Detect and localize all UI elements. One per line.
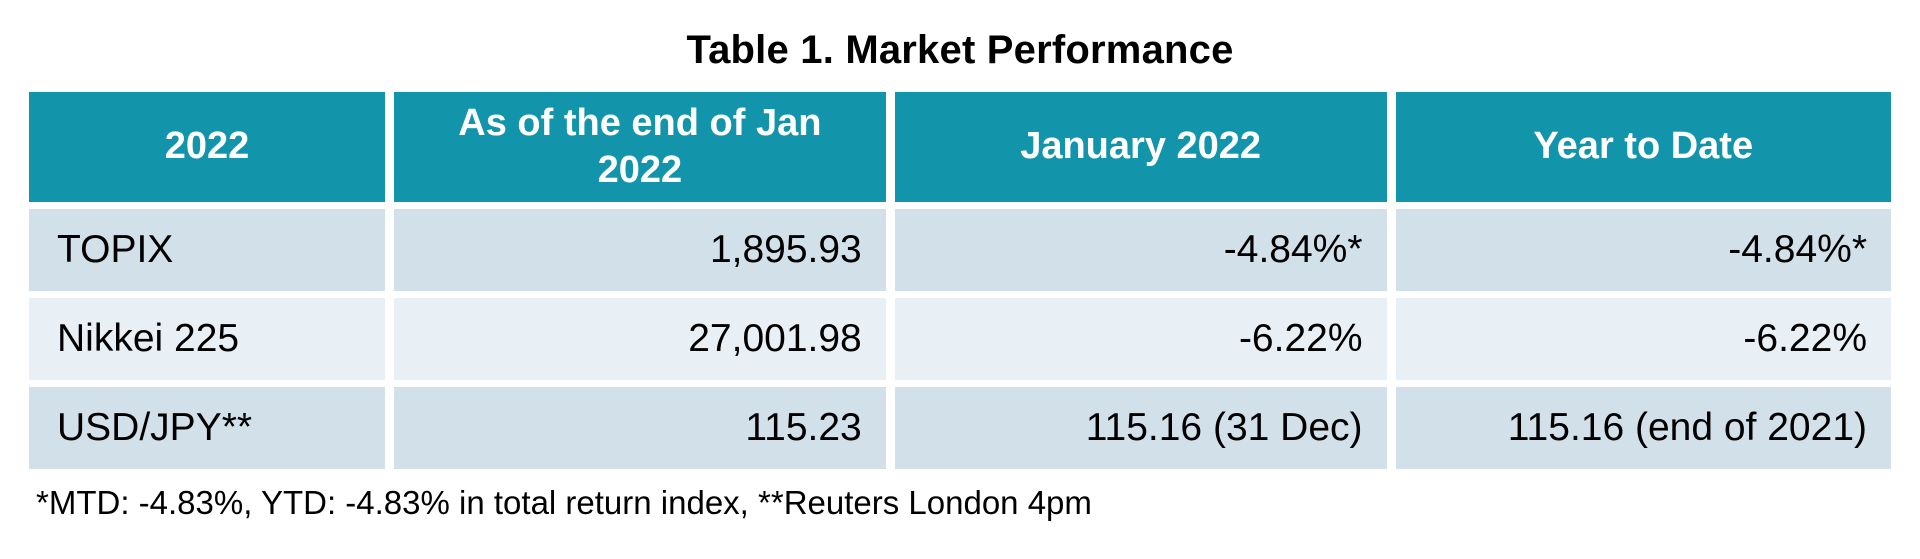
value-cell: -4.84%*	[894, 209, 1387, 291]
value-cell: -6.22%	[894, 298, 1387, 380]
column-header-year: 2022	[29, 92, 385, 202]
value-cell: 1,895.93	[393, 209, 886, 291]
column-header-year-to-date: Year to Date	[1395, 92, 1891, 202]
value-cell: 115.23	[393, 387, 886, 469]
value-cell: -4.84%*	[1395, 209, 1891, 291]
value-cell: 115.16 (31 Dec)	[894, 387, 1387, 469]
header-row: 2022 As of the end of Jan 2022 January 2…	[29, 92, 1891, 202]
table-row-topix: TOPIX 1,895.93 -4.84%* -4.84%*	[29, 209, 1891, 291]
row-label-cell: Nikkei 225	[29, 298, 385, 380]
column-header-end-of-jan: As of the end of Jan 2022	[393, 92, 886, 202]
table-row-usd-jpy: USD/JPY** 115.23 115.16 (31 Dec) 115.16 …	[29, 387, 1891, 469]
table-footnote: *MTD: -4.83%, YTD: -4.83% in total retur…	[36, 484, 1092, 521]
value-cell: -6.22%	[1395, 298, 1891, 380]
value-cell: 115.16 (end of 2021)	[1395, 387, 1891, 469]
table-title: Table 1. Market Performance	[686, 28, 1234, 72]
column-header-january-2022: January 2022	[894, 92, 1387, 202]
value-cell: 27,001.98	[393, 298, 886, 380]
row-label-cell: USD/JPY**	[29, 387, 385, 469]
row-label-cell: TOPIX	[29, 209, 385, 291]
table-row-nikkei-225: Nikkei 225 27,001.98 -6.22% -6.22%	[29, 298, 1891, 380]
market-performance-table: 2022 As of the end of Jan 2022 January 2…	[20, 85, 1900, 476]
